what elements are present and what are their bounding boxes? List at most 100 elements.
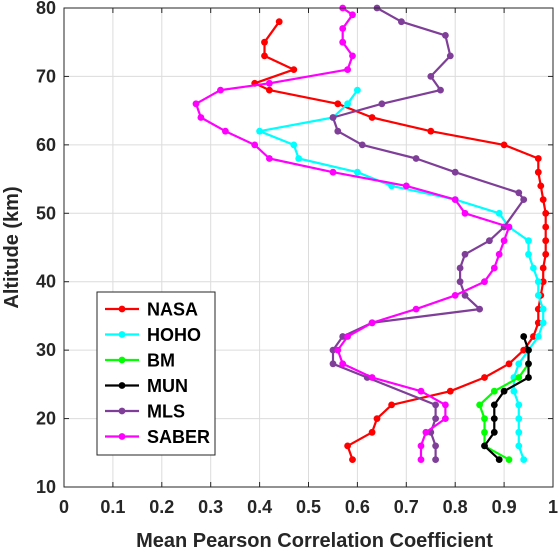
data-point-bm — [481, 415, 488, 422]
data-point-nasa — [266, 86, 273, 94]
data-point-saber — [339, 360, 347, 368]
x-tick-label: 0.9 — [492, 497, 517, 517]
data-point-mun — [525, 346, 532, 354]
data-point-nasa — [349, 456, 356, 463]
legend-label: HOHO — [147, 325, 201, 345]
data-point-saber — [349, 11, 356, 19]
y-tick-label: 70 — [36, 66, 56, 86]
legend-item-mls: MLS — [105, 402, 185, 422]
data-point-nasa — [368, 428, 376, 436]
data-point-saber — [412, 305, 420, 313]
data-point-saber — [442, 401, 449, 409]
data-point-mls — [446, 52, 454, 60]
legend-item-saber: SABER — [105, 427, 210, 447]
data-point-mls — [329, 360, 337, 368]
data-point-mls — [451, 168, 459, 176]
data-point-mls — [442, 32, 449, 39]
data-point-hoho — [344, 100, 351, 108]
data-point-hoho — [515, 428, 523, 436]
data-point-hoho — [515, 442, 523, 450]
data-point-bm — [481, 428, 488, 436]
data-point-saber — [442, 415, 449, 422]
data-point-nasa — [368, 114, 376, 121]
data-point-saber — [349, 52, 356, 60]
series-saber — [192, 4, 513, 463]
data-point-hoho — [534, 278, 542, 286]
data-point-hoho — [510, 387, 518, 395]
data-point-bm — [476, 401, 483, 409]
legend-label: NASA — [147, 300, 198, 320]
data-point-nasa — [344, 442, 351, 450]
data-point-mun — [495, 456, 503, 463]
y-axis-label: Altitude (km) — [1, 186, 23, 308]
x-tick-label: 0 — [59, 497, 69, 517]
data-point-nasa — [534, 319, 542, 327]
data-point-mls — [329, 114, 337, 121]
data-point-nasa — [534, 305, 542, 313]
data-point-hoho — [256, 127, 263, 135]
x-tick-label: 0.5 — [296, 497, 321, 517]
x-tick-label: 1 — [548, 497, 558, 517]
data-point-nasa — [334, 100, 342, 108]
data-point-saber — [505, 223, 513, 231]
data-point-nasa — [290, 66, 298, 73]
data-point-hoho — [515, 415, 523, 422]
legend-swatch-marker — [118, 433, 126, 440]
y-tick-label: 80 — [36, 0, 56, 18]
y-tick-label: 40 — [36, 272, 56, 292]
y-tick-label: 50 — [36, 203, 56, 223]
data-point-mun — [490, 428, 498, 436]
data-point-saber — [402, 182, 410, 190]
data-point-saber — [266, 155, 273, 162]
data-point-saber — [344, 66, 351, 73]
data-point-mls — [378, 100, 386, 108]
data-point-hoho — [495, 209, 503, 217]
data-point-nasa — [275, 18, 283, 26]
data-point-hoho — [515, 401, 523, 409]
data-point-nasa — [427, 127, 435, 135]
series-line-hoho — [258, 89, 545, 460]
x-tick-label: 0.7 — [394, 497, 419, 517]
data-point-saber — [344, 333, 351, 340]
data-point-hoho — [290, 141, 298, 149]
data-point-saber — [417, 387, 425, 395]
data-point-nasa — [534, 168, 542, 176]
data-point-saber — [192, 100, 200, 108]
data-point-saber — [451, 292, 459, 299]
data-point-nasa — [542, 223, 550, 231]
data-point-hoho — [539, 319, 547, 327]
data-point-saber — [222, 127, 229, 135]
data-point-hoho — [520, 456, 528, 463]
data-point-mls — [432, 456, 439, 463]
data-point-bm — [490, 387, 498, 395]
data-point-saber — [217, 86, 224, 94]
data-point-saber — [334, 346, 342, 354]
legend-swatch-marker — [118, 305, 126, 313]
data-point-mun — [490, 415, 498, 422]
data-point-mls — [520, 196, 528, 204]
data-point-bm — [505, 456, 513, 463]
data-point-mls — [486, 237, 493, 245]
data-point-mun — [520, 333, 528, 340]
data-point-nasa — [534, 155, 542, 162]
data-point-saber — [490, 264, 498, 272]
data-point-mun — [490, 401, 498, 409]
data-point-nasa — [261, 38, 268, 46]
data-point-nasa — [388, 401, 395, 409]
data-point-nasa — [520, 346, 528, 354]
data-point-nasa — [539, 264, 547, 272]
data-point-hoho — [525, 237, 532, 245]
data-point-nasa — [261, 52, 268, 60]
data-point-nasa — [530, 333, 537, 340]
data-point-mun — [525, 360, 532, 368]
legend-label: BM — [147, 351, 175, 371]
y-tick-label: 30 — [36, 340, 56, 360]
data-point-mun — [525, 374, 532, 381]
data-point-nasa — [481, 374, 488, 381]
data-point-nasa — [373, 415, 381, 422]
x-tick-label: 0.2 — [149, 497, 174, 517]
x-tick-label: 0.8 — [443, 497, 468, 517]
data-point-hoho — [530, 264, 537, 272]
